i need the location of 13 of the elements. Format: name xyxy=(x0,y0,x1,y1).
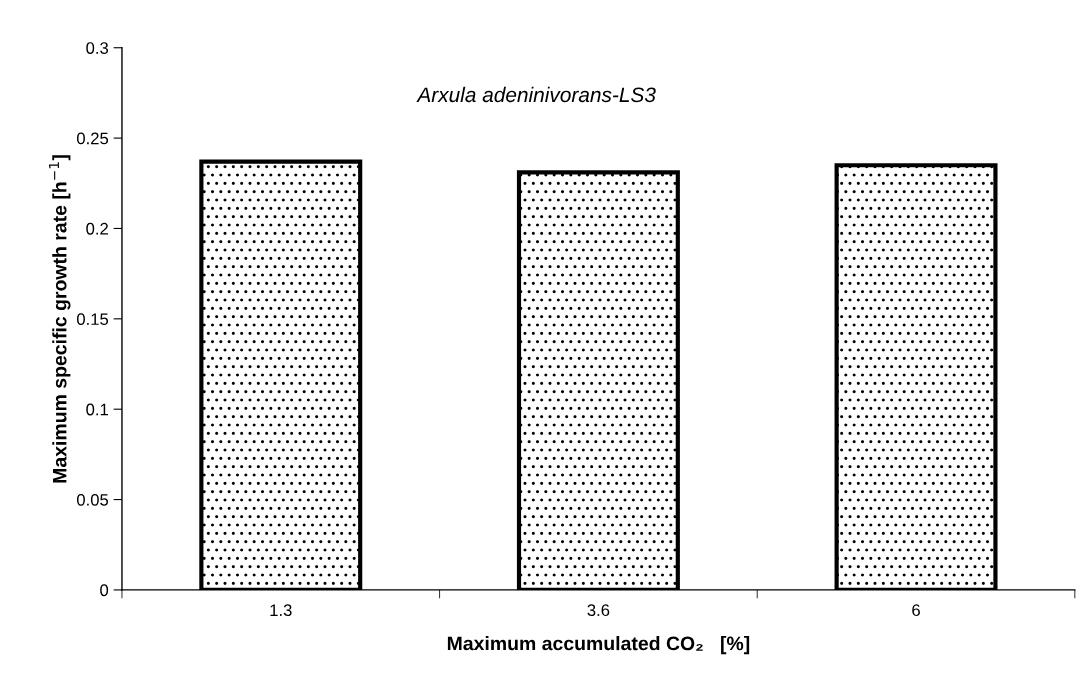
annotation: Arxula adeninivorans-LS3 xyxy=(416,86,656,103)
y-tick-label: 0.05 xyxy=(76,493,109,506)
x-tick-label: 6 xyxy=(912,604,920,617)
y-tick-label: 0.1 xyxy=(86,403,108,416)
y-tick-label: 0.25 xyxy=(76,132,109,145)
x-tick-label: 3.6 xyxy=(587,604,610,617)
y-tick-label: 0.2 xyxy=(86,222,108,235)
y-axis-title: Maximum specific growth rate [h$^{−1}$] xyxy=(49,155,71,483)
y-tick-label: 0.3 xyxy=(86,42,109,54)
x-axis-title: Maximum accumulated CO₂ [%] xyxy=(447,636,750,655)
x-tick-label: 1.3 xyxy=(270,604,292,617)
y-tick-label: 0.15 xyxy=(76,313,109,326)
y-tick-label: 0 xyxy=(100,584,109,597)
